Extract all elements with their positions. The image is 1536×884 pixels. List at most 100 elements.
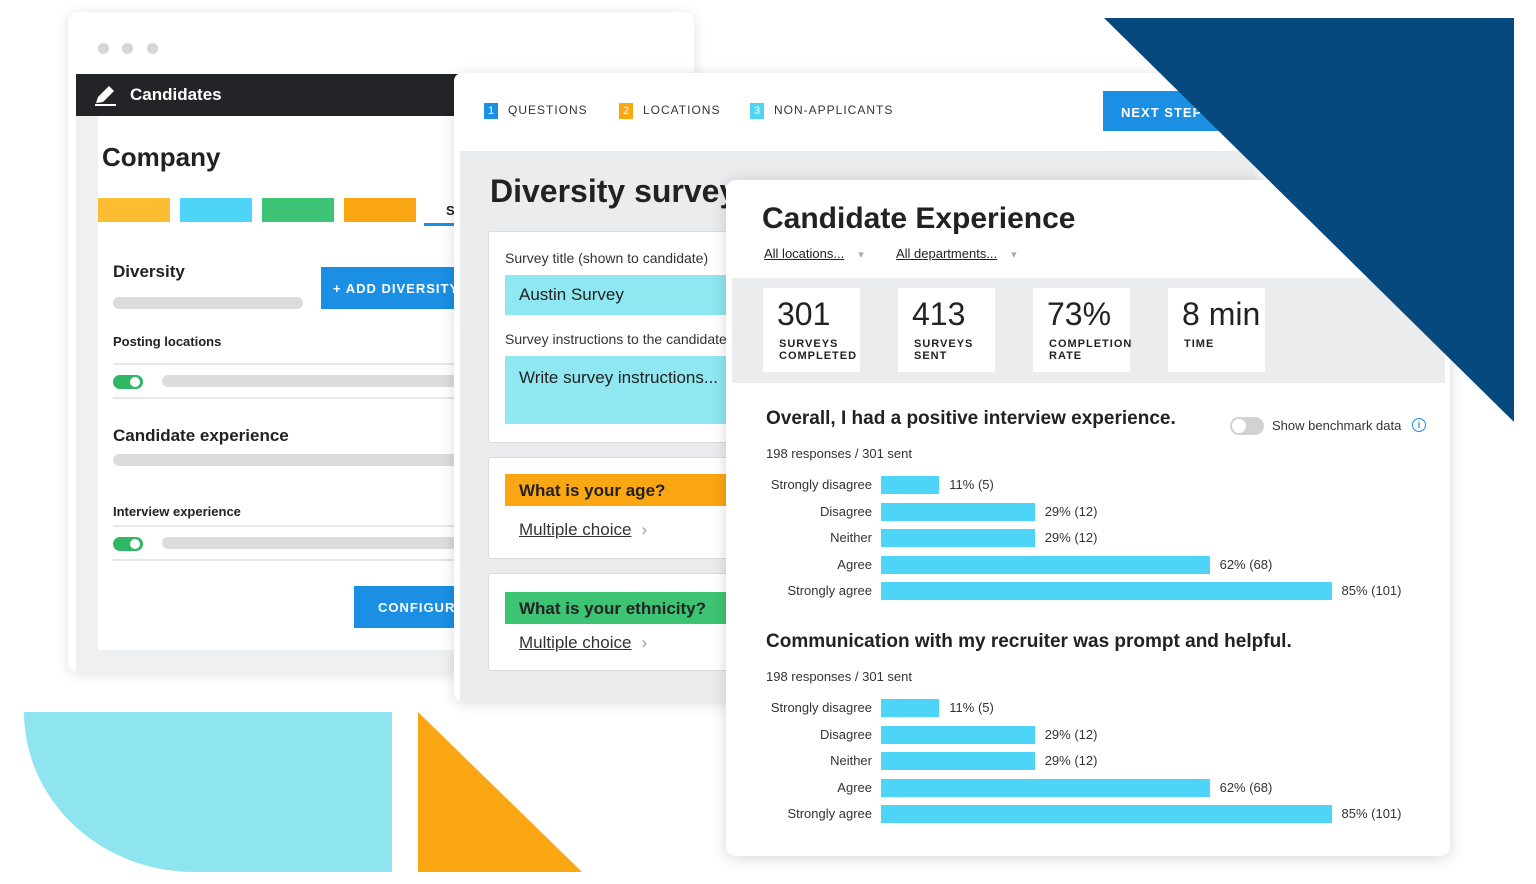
company-card: Company S Diversity + ADD DIVERSITY Post… <box>98 116 492 650</box>
step-label: NON-APPLICANTS <box>774 103 894 118</box>
interview-experience-label: Interview experience <box>113 504 241 519</box>
interview-experience-toggle[interactable] <box>113 537 143 551</box>
stat-completion-rate: 73% COMPLETION RATE <box>1033 288 1132 372</box>
stat-value: 301 <box>777 296 831 332</box>
posting-locations-toggle[interactable] <box>113 375 143 389</box>
step-non-applicants[interactable]: 3 NON-APPLICANTS <box>750 103 893 119</box>
stat-label: SURVEYS SENT <box>914 338 973 362</box>
chart-bar <box>881 752 1035 770</box>
chart-title: Overall, I had a positive interview expe… <box>766 408 1176 429</box>
color-swatch[interactable] <box>180 198 252 222</box>
question-type-link[interactable]: Multiple choice › <box>519 633 647 653</box>
chevron-right-icon: › <box>641 520 648 539</box>
divider <box>113 363 483 365</box>
step-number: 3 <box>750 103 764 119</box>
chevron-right-icon: › <box>641 633 648 652</box>
stats-strip: 301 SURVEYS COMPLETED 413 SURVEYS SENT 73%… <box>732 278 1445 383</box>
chart-category-label: Agree <box>837 556 872 572</box>
chart-data-label: 85% (101) <box>1341 806 1402 821</box>
stat-label-line: SENT <box>914 350 948 362</box>
filter-label: All departments... <box>896 246 998 261</box>
color-swatch[interactable] <box>344 198 416 222</box>
step-locations[interactable]: 2 LOCATIONS <box>619 103 720 119</box>
candidates-title: Candidates <box>130 85 222 104</box>
stat-surveys-sent: 413 SURVEYS SENT <box>898 288 995 372</box>
pencil-icon <box>92 83 118 112</box>
chart-title: Communication with my recruiter was prom… <box>766 631 1292 652</box>
window-dot <box>147 43 158 54</box>
step-questions[interactable]: 1 QUESTIONS <box>484 103 588 119</box>
chevron-down-icon: ▾ <box>1011 249 1017 261</box>
divider <box>113 525 483 527</box>
decorative-orange-triangle <box>418 712 582 872</box>
chart-category-label: Strongly agree <box>787 583 872 598</box>
chart-response-count: 198 responses / 301 sent <box>766 669 912 684</box>
candidate-experience-window: Candidate Experience All locations... ▾ A… <box>726 180 1450 856</box>
survey-title-input[interactable]: Austin Survey <box>505 275 765 315</box>
chart-category-label: Strongly disagree <box>770 700 872 715</box>
chart-bar <box>881 778 1210 797</box>
placeholder-bar <box>162 537 492 549</box>
stat-surveys-completed: 301 SURVEYS COMPLETED <box>763 288 860 372</box>
question-text: What is your ethnicity? <box>505 592 765 624</box>
stat-label: COMPLETION RATE <box>1049 338 1132 362</box>
stat-value: 73% <box>1047 296 1112 332</box>
placeholder-bar <box>162 375 492 387</box>
question-type-link[interactable]: Multiple choice › <box>519 520 647 540</box>
decorative-cyan-shape <box>24 712 392 872</box>
locations-filter[interactable]: All locations... ▾ <box>764 246 864 261</box>
filter-label: All locations... <box>764 246 845 261</box>
placeholder-bar <box>113 297 303 309</box>
diversity-label: Diversity <box>113 262 185 281</box>
chart-response-count: 198 responses / 301 sent <box>766 446 912 461</box>
stat-value: 413 <box>912 296 966 332</box>
candidate-experience-title: Candidate Experience <box>762 202 1076 235</box>
benchmark-toggle[interactable] <box>1230 417 1264 435</box>
stat-label-line: SURVEYS <box>914 338 974 350</box>
chart-data-label: 85% (101) <box>1341 583 1402 598</box>
placeholder-bar <box>113 454 483 466</box>
divider <box>113 559 483 561</box>
color-swatch[interactable] <box>98 198 170 222</box>
question-text: What is your age? <box>505 474 765 506</box>
chart-data-label: 11% (5) <box>949 700 994 715</box>
candidate-experience-label: Candidate experience <box>113 426 289 445</box>
question-type: Multiple choice <box>519 520 632 539</box>
chart-category-label: Strongly disagree <box>770 477 872 492</box>
chart-bar <box>881 502 1035 521</box>
chart-category-label: Strongly agree <box>787 806 872 821</box>
stat-label-line: COMPLETION <box>1049 338 1133 350</box>
stat-label: TIME <box>1184 338 1214 350</box>
question-type: Multiple choice <box>519 633 632 652</box>
stat-label: SURVEYS COMPLETED <box>779 338 857 362</box>
step-label: LOCATIONS <box>643 103 721 118</box>
stat-label-line: COMPLETED <box>779 350 858 362</box>
instructions-label: Survey instructions to the candidate <box>505 331 727 347</box>
color-swatch[interactable] <box>262 198 334 222</box>
chart-bar <box>881 555 1210 574</box>
benchmark-label: Show benchmark data <box>1272 418 1402 433</box>
window-dot <box>122 43 133 54</box>
stat-label-line: RATE <box>1049 350 1083 362</box>
chart-data-label: 29% (12) <box>1044 726 1098 742</box>
chart-data-label: 29% (12) <box>1044 530 1098 545</box>
chart-data-label: 29% (12) <box>1044 753 1098 768</box>
step-label: QUESTIONS <box>508 103 588 118</box>
chart-bar <box>881 805 1332 823</box>
chart-data-label: 29% (12) <box>1044 503 1098 519</box>
chart-bar <box>881 699 940 717</box>
info-icon[interactable]: i <box>1412 418 1426 432</box>
step-number: 1 <box>484 103 498 119</box>
instructions-textarea[interactable]: Write survey instructions... <box>505 356 765 424</box>
chart-data-label: 62% (68) <box>1219 556 1273 572</box>
chart-bar <box>881 529 1035 547</box>
chart-bar <box>881 725 1035 744</box>
departments-filter[interactable]: All departments... ▾ <box>896 246 1017 261</box>
chart-bar <box>881 582 1332 600</box>
chevron-down-icon: ▾ <box>858 249 864 261</box>
survey-title-label: Survey title (shown to candidate) <box>505 250 709 266</box>
chart-data-label: 11% (5) <box>949 477 994 492</box>
chart-category-label: Disagree <box>819 726 872 742</box>
step-number: 2 <box>619 103 633 119</box>
chart-category-label: Agree <box>837 779 872 795</box>
